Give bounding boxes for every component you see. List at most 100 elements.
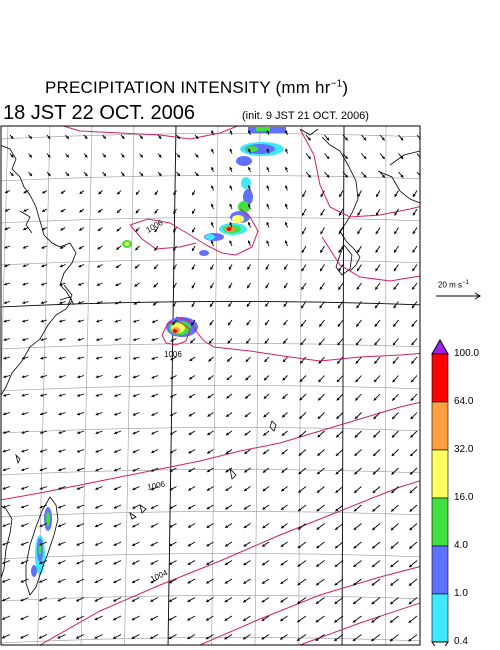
wind-arrowhead [132,487,136,491]
wind-arrowhead [244,488,248,491]
wind-arrowhead [210,303,213,307]
wind-arrowhead [374,360,378,364]
wind-arrowhead [390,601,394,605]
wind-arrowhead [22,338,25,341]
wind-arrowhead [116,228,120,232]
wind-arrowhead [96,356,99,360]
wind-arrowhead [154,192,158,195]
wind-arrowhead [77,319,81,323]
wind-arrowhead [117,210,120,213]
wind-arrowhead [76,468,80,472]
wind-arrowhead [229,148,233,152]
wind-scale-label: 20 m s−1 [438,280,469,290]
wind-arrowhead [298,489,302,493]
wind-arrowhead [409,490,413,494]
wind-arrowhead [77,375,81,379]
wind-arrowhead [266,240,270,244]
wind-arrowhead [284,285,287,289]
wind-arrowhead [207,469,210,472]
wind-arrowhead [133,319,137,323]
wind-arrowhead [114,431,118,435]
wind-arrowhead [114,412,118,416]
wind-arrowhead [20,542,24,546]
wind-arrowhead [372,471,376,475]
map-frame [0,125,421,646]
wind-arrowhead [408,582,412,586]
wind-arrowhead [262,581,265,584]
wind-arrowhead [317,452,321,456]
wind-arrowhead [319,305,323,309]
wind-arrowhead [78,264,82,268]
wind-arrowhead [375,249,379,253]
wind-arrowhead [376,212,379,216]
wind-arrowhead [409,564,413,568]
wind-arrowhead [371,638,375,642]
wind-arrowhead [150,617,154,621]
wind-arrowhead [96,283,100,286]
wind-arrowhead [355,379,359,383]
wind-arrowhead [400,137,404,141]
wind-arrowhead [353,527,357,530]
wind-arrowhead [169,487,173,491]
wind-arrowhead [229,185,233,189]
wind-arrowhead [59,338,62,341]
wind-arrowhead [23,208,27,212]
wind-arrowhead [2,505,6,509]
wind-arrowhead [103,173,106,177]
wind-arrowhead [247,285,250,289]
wind-arrowhead [337,342,341,346]
wind-arrowhead [265,266,269,270]
wind-arrowhead [2,449,6,453]
wind-arrowhead [114,338,118,341]
wind-arrowhead [225,451,229,454]
wind-arrowhead [300,360,303,364]
wind-arrowhead [318,360,322,364]
wind-arrowhead [84,154,88,158]
wind-arrowhead [113,543,117,546]
wind-arrowhead [413,193,416,197]
wind-arrowhead [316,489,320,493]
wind-arrowhead [263,432,267,436]
init-time: (init. 9 JST 21 OCT. 2006) [242,110,369,122]
wind-arrowhead [188,524,191,528]
wind-arrowhead [211,148,214,152]
wind-arrowhead [39,486,43,490]
wind-arrowhead [21,356,25,360]
wind-arrowhead [188,469,192,472]
wind-arrowhead [39,449,43,453]
wind-arrowhead [169,580,173,584]
wind-arrowhead [264,340,268,344]
wind-arrowhead [4,282,7,286]
wind-arrowhead [41,245,45,249]
wind-arrowhead [315,619,319,623]
wind-arrowhead [353,601,356,604]
wind-arrowhead [391,453,395,457]
wind-arrowhead [150,506,154,509]
wind-arrowhead [77,338,81,341]
wind-arrowhead [132,394,136,397]
wind-arrowhead [77,356,81,360]
wind-arrowhead [282,377,286,381]
wind-arrowhead [243,580,247,584]
wind-arrowhead [412,305,415,309]
wind-arrowhead [208,376,211,380]
wind-arrowhead [94,636,98,639]
colorbar-label: 16.0 [454,492,474,503]
wind-arrowhead [113,636,117,639]
wind-arrowhead [59,264,63,268]
wind-arrowhead [262,469,266,473]
wind-arrowhead [20,579,24,583]
wind-arrowhead [132,450,136,453]
wind-arrowhead [283,340,287,344]
wind-arrowhead [411,323,415,327]
wind-arrowhead [408,601,412,605]
wind-arrowhead [353,545,357,549]
wind-arrowhead [226,414,230,417]
wind-arrowhead [187,617,191,621]
wind-arrowhead [152,320,155,323]
wind-arrowhead [283,303,287,307]
wind-arrowhead [243,618,247,621]
wind-arrowhead [135,210,139,214]
wind-arrowhead [336,416,340,419]
wind-arrowhead [326,137,330,141]
